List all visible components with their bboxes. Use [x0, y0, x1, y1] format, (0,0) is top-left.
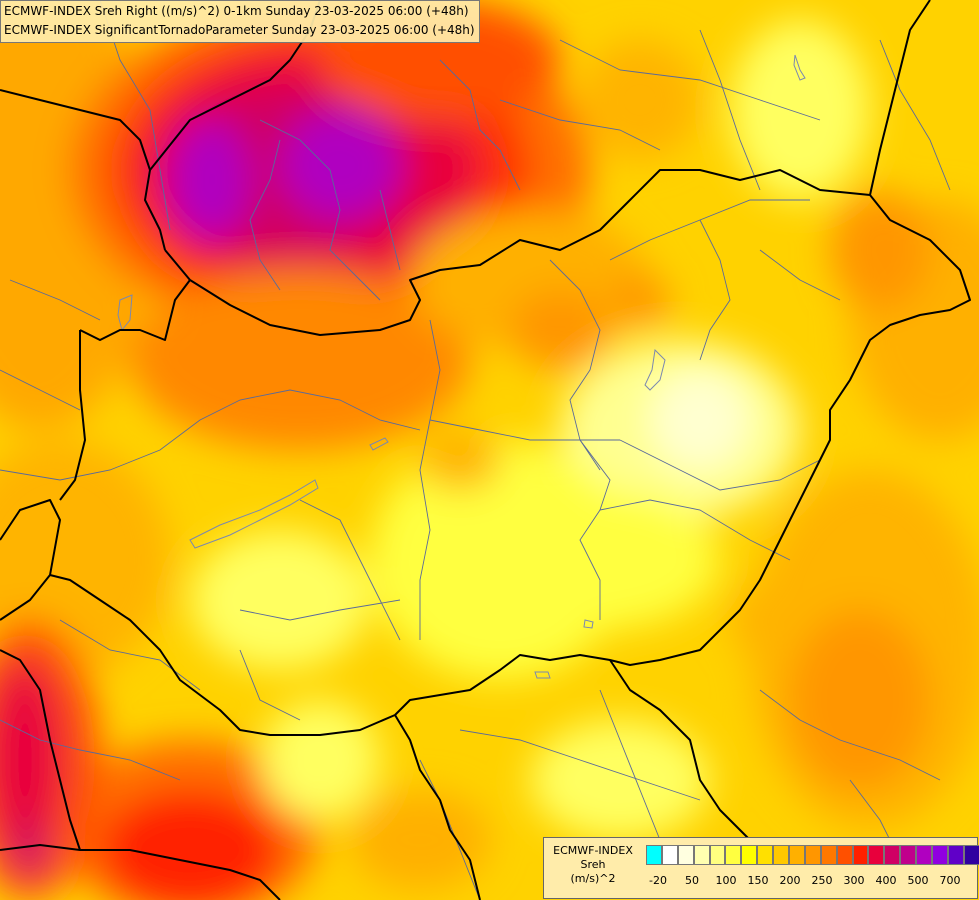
legend-swatch — [757, 845, 774, 865]
legend-swatch — [646, 845, 662, 865]
legend-tick-label: 50 — [685, 874, 699, 887]
legend-swatch — [947, 845, 964, 865]
legend-swatch — [836, 845, 853, 865]
legend-caption-source: ECMWF-INDEX — [553, 844, 633, 857]
legend-tick-label: 150 — [747, 874, 769, 887]
legend-tick-label: 700 — [939, 874, 961, 887]
water-features — [117, 54, 806, 679]
legend-tick-label: 200 — [779, 874, 801, 887]
legend-swatch — [820, 845, 837, 865]
legend-swatches — [646, 845, 979, 865]
map-title-box: ECMWF-INDEX Sreh Right ((m/s)^2) 0-1km S… — [0, 0, 480, 43]
legend-swatch — [677, 845, 694, 865]
legend-tick-label: 300 — [843, 874, 865, 887]
legend-tick-label: 250 — [811, 874, 833, 887]
legend-caption-variable: Sreh — [580, 858, 606, 871]
color-legend: ECMWF-INDEX Sreh (m/s)^2 -20 50 100 150 200 2… — [543, 837, 979, 899]
legend-swatch — [900, 845, 917, 865]
legend-swatch — [932, 845, 948, 865]
legend-swatch — [804, 845, 821, 865]
title-line-sreh: ECMWF-INDEX Sreh Right ((m/s)^2) 0-1km S… — [4, 4, 469, 18]
legend-swatch — [884, 845, 901, 865]
legend-tick-label: 400 — [875, 874, 897, 887]
lake-balaton — [189, 479, 319, 549]
legend-swatch — [963, 845, 979, 865]
legend-swatch — [789, 845, 805, 865]
legend-tick-label: 100 — [715, 874, 737, 887]
legend-swatch — [852, 845, 869, 865]
legend-swatch — [661, 845, 678, 865]
legend-swatch — [693, 845, 710, 865]
legend-swatch — [725, 845, 742, 865]
legend-caption-unit: (m/s)^2 — [570, 872, 616, 885]
title-line-stp: ECMWF-INDEX SignificantTornadoParameter … — [4, 23, 475, 37]
region-boundaries — [0, 0, 951, 900]
legend-swatch — [916, 845, 933, 865]
legend-caption: ECMWF-INDEX Sreh (m/s)^2 — [548, 844, 638, 886]
legend-tick-label: -20 — [649, 874, 667, 887]
legend-swatch — [868, 845, 885, 865]
legend-swatch — [741, 845, 758, 865]
legend-swatch — [709, 845, 726, 865]
legend-ticks: -20 50 100 150 200 250 300 400 500 700 — [646, 874, 968, 890]
legend-swatch — [773, 845, 790, 865]
legend-tick-label: 500 — [907, 874, 929, 887]
